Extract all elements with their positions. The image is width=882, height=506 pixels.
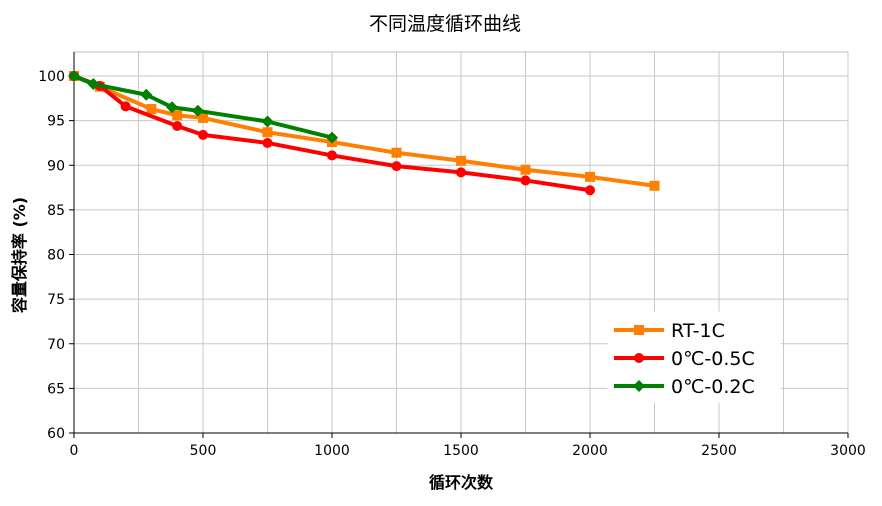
line-chart: 不同温度循环曲线 0 500 1000 1500 2000 2500 3000 60 65 70 7… [0, 0, 882, 502]
data-point [456, 156, 466, 166]
series-line [74, 76, 655, 186]
data-point [327, 150, 337, 160]
x-axis-label: 循环次数 [429, 473, 494, 492]
x-tick-label: 500 [190, 443, 217, 459]
data-point [585, 185, 595, 195]
y-tick-label: 65 [47, 381, 65, 397]
series-group [68, 70, 660, 195]
y-tick-label: 60 [47, 426, 65, 442]
x-tick-label: 2000 [572, 443, 608, 459]
data-point [263, 138, 273, 148]
y-tick-label: 75 [47, 292, 65, 308]
data-point [521, 175, 531, 185]
legend-label: RT-1C [671, 320, 725, 342]
x-tick-label: 3000 [830, 443, 866, 459]
y-tick-label: 90 [47, 158, 65, 174]
x-tick-label: 1000 [314, 443, 350, 459]
legend-label: 0℃-0.5C [671, 348, 755, 370]
y-tick-label: 85 [47, 203, 65, 219]
data-point [392, 161, 402, 171]
series-0 [69, 71, 660, 191]
x-tick-label: 0 [70, 443, 79, 459]
chart-title: 不同温度循环曲线 [369, 13, 521, 35]
data-point [146, 104, 156, 114]
legend-label: 0℃-0.2C [671, 376, 755, 398]
data-point [392, 148, 402, 158]
data-point [262, 116, 274, 128]
y-tick-label: 100 [38, 69, 65, 85]
data-point [650, 181, 660, 191]
data-point [521, 165, 531, 175]
y-axis-label: 容量保持率 (%) [10, 197, 29, 314]
data-point [585, 172, 595, 182]
legend-marker [634, 325, 644, 335]
data-point [172, 110, 182, 120]
x-tick-label: 1500 [443, 443, 479, 459]
x-tick-label: 2500 [701, 443, 737, 459]
legend: RT-1C 0℃-0.5C 0℃-0.2C [608, 312, 780, 402]
data-point [121, 101, 131, 111]
legend-marker [634, 353, 644, 363]
data-point [263, 127, 273, 137]
data-point [198, 130, 208, 140]
y-tick-label: 80 [47, 248, 65, 264]
data-point [456, 167, 466, 177]
y-tick-label: 95 [47, 114, 65, 130]
y-tick-label: 70 [47, 337, 65, 353]
data-point [172, 121, 182, 131]
